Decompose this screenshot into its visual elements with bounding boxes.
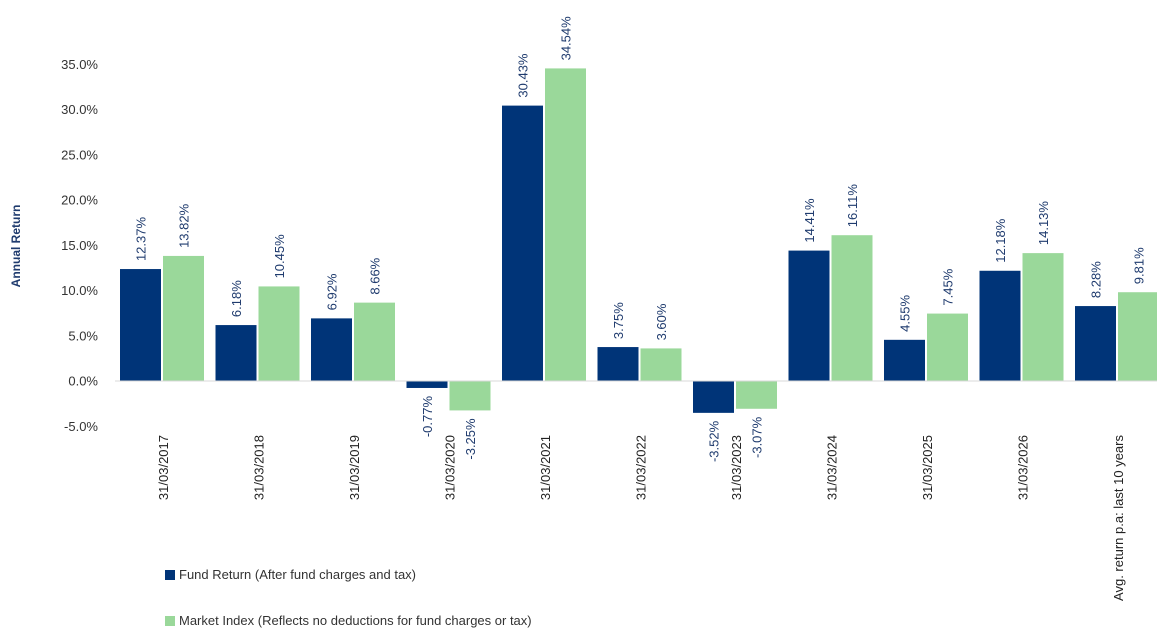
y-tick-label: 25.0% [61, 147, 98, 162]
category-label: 31/03/2024 [824, 435, 839, 500]
data-label: 12.37% [134, 217, 149, 262]
data-label: 14.41% [802, 198, 817, 243]
category-label: 31/03/2025 [920, 435, 935, 500]
data-labels: 12.37% 6.18% 6.92% -0.77% 30.43% 3.75% -3.52% 1… [134, 16, 1147, 462]
data-label: 7.45% [941, 268, 956, 305]
data-label: -3.07% [750, 416, 765, 458]
category-label: 31/03/2020 [442, 435, 457, 500]
y-tick-label: 30.0% [61, 102, 98, 117]
category-label: 31/03/2017 [156, 435, 171, 500]
data-label: 14.13% [1036, 201, 1051, 246]
category-label: 31/03/2021 [538, 435, 553, 500]
bar [215, 325, 257, 381]
category-labels: 31/03/2017 31/03/2018 31/03/2019 31/03/2020… [156, 435, 1126, 601]
bar [449, 381, 491, 411]
legend-swatch-market-index [165, 615, 175, 626]
data-label: 12.18% [993, 218, 1008, 263]
data-label: -0.77% [420, 396, 435, 438]
bar [693, 381, 734, 413]
y-tick-label: -5.0% [64, 419, 98, 434]
legend-label-market-index: Market Index (Reflects no deductions for… [179, 613, 532, 628]
legend-item-fund-return: Fund Return (After fund charges and tax) [165, 567, 416, 582]
y-tick-label: 35.0% [61, 57, 98, 72]
data-label: 3.75% [611, 302, 626, 339]
bar [1118, 292, 1157, 381]
bar [354, 302, 395, 381]
y-tick-label: 5.0% [68, 328, 98, 343]
bar [258, 286, 300, 381]
bar [545, 68, 586, 382]
bar [163, 255, 204, 381]
y-tick-label: 20.0% [61, 193, 98, 208]
category-label: 31/03/2026 [1015, 435, 1030, 500]
category-label: 31/03/2023 [729, 435, 744, 500]
data-label: 8.28% [1089, 261, 1104, 298]
bar [311, 318, 352, 381]
bar [736, 381, 777, 409]
data-label: 6.92% [325, 273, 340, 310]
data-label: 3.60% [654, 303, 669, 340]
bar [640, 348, 682, 381]
bar [788, 250, 830, 381]
category-label: 31/03/2019 [347, 435, 362, 500]
bar [1022, 253, 1064, 381]
data-label: 9.81% [1132, 247, 1147, 284]
legend-swatch-fund-return [165, 569, 175, 580]
legend-item-market-index: Market Index (Reflects no deductions for… [165, 613, 532, 628]
category-label: 31/03/2018 [251, 435, 266, 500]
data-label: 8.66% [368, 257, 383, 294]
bar [1075, 306, 1116, 381]
data-label: -3.25% [463, 418, 478, 460]
bar [979, 270, 1021, 381]
bars [120, 68, 1157, 413]
bar [831, 235, 873, 381]
data-label: 34.54% [559, 16, 574, 61]
y-tick-label: 10.0% [61, 283, 98, 298]
bar [597, 347, 639, 381]
data-label: 10.45% [272, 234, 287, 279]
y-tick-label: 0.0% [68, 374, 98, 389]
y-tick-label: 15.0% [61, 238, 98, 253]
data-label: -3.52% [707, 420, 722, 462]
bar [502, 105, 543, 382]
y-axis-ticks: -5.0% 0.0% 5.0% 10.0% 15.0% 20.0% 25.0% 30.0% 35… [61, 57, 98, 434]
data-label: 6.18% [229, 280, 244, 317]
bar [120, 269, 161, 381]
category-label: 31/03/2022 [633, 435, 648, 500]
data-label: 30.43% [516, 53, 531, 98]
data-label: 13.82% [177, 203, 192, 248]
legend-label-fund-return: Fund Return (After fund charges and tax) [179, 567, 417, 582]
bar [884, 339, 925, 381]
y-axis-label: Annual Return [9, 205, 23, 288]
bar [927, 313, 968, 381]
bar [406, 381, 448, 388]
data-label: 16.11% [845, 184, 860, 228]
category-label: Avg. return p.a: last 10 years [1111, 435, 1126, 601]
data-label: 4.55% [898, 295, 913, 332]
